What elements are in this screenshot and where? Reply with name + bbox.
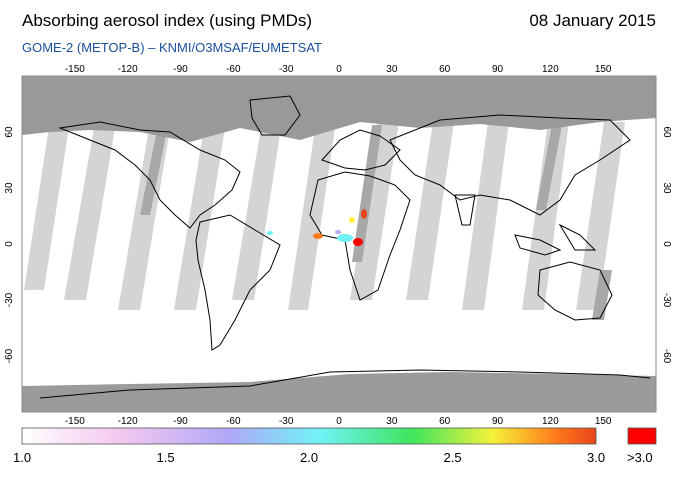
lon-tick-label-top: 30 [386,64,398,75]
lon-tick-label-top: 90 [492,64,504,75]
colorbar-label: 3.0 [587,450,606,465]
lat-ticks-right: 60 30 0 -30 -60 [661,126,672,363]
lon-tick-label-bottom: 120 [542,416,559,427]
lat-tick-label-left: 30 [4,182,15,194]
lat-ticks-left: 60 30 0 -30 -60 [4,126,15,363]
lon-tick-label-top: 120 [542,64,559,75]
coastlines [39,95,651,399]
colorbar-label: 2.5 [443,450,462,465]
lat-tick-label-right: -30 [661,293,672,308]
lon-tick-label-top: 0 [336,64,342,75]
lon-tick-label-top: -120 [118,64,138,75]
map-title: Absorbing aerosol index (using PMDs) [22,11,313,30]
lon-tick-label-bottom: 150 [595,416,612,427]
lat-tick-label-left: -30 [4,292,15,307]
lat-tick-label-right: 60 [661,126,672,138]
colorbar-scale [21,427,597,445]
lon-tick-label-bottom: 90 [492,416,504,427]
lat-tick-label-left: 0 [4,241,15,247]
lon-ticks-top: -150 -120 -90 -60 -30 0 30 60 90 120 150 [65,64,612,75]
lon-tick-label-bottom: -60 [226,416,241,427]
lon-tick-label-bottom: 0 [336,416,342,427]
lon-tick-label-bottom: 30 [386,416,398,427]
lon-tick-label-bottom: -150 [65,416,85,427]
lon-tick-label-top: -60 [226,64,241,75]
lon-tick-label-top: 150 [595,64,612,75]
map-subtitle: GOME-2 (METOP-B) – KNMI/O3MSAF/EUMETSAT [22,40,322,55]
lon-tick-label-top: -30 [279,64,294,75]
colorbar-over-label: >3.0 [627,450,653,465]
lat-tick-label-left: -60 [4,348,15,363]
lat-tick-label-right: -60 [661,349,672,364]
lon-tick-label-bottom: -120 [118,416,138,427]
polar-band-south [22,372,656,412]
lon-ticks-bottom: -150 -120 -90 -60 -30 0 30 60 90 120 150 [65,416,612,427]
lat-tick-label-right: 30 [661,182,672,194]
colorbar-label: 1.5 [156,450,175,465]
swath-gaps [24,120,625,310]
lon-tick-label-top: -150 [65,64,85,75]
lon-tick-label-top: 60 [439,64,451,75]
swath-overlaps [140,125,612,320]
colorbar-label: 2.0 [300,450,319,465]
lon-tick-label-bottom: -90 [173,416,188,427]
polar-night-north [22,76,656,142]
lon-tick-label-top: -90 [173,64,188,75]
colorbar-label: 1.0 [13,450,32,465]
lat-tick-label-right: 0 [661,241,672,247]
colorbar-over-swatch [627,427,657,445]
lon-tick-label-bottom: -30 [279,416,294,427]
map-date: 08 January 2015 [529,11,656,30]
lat-tick-label-left: 60 [4,126,15,138]
aerosol-hotspots [267,209,367,246]
map-frame [21,75,657,413]
lon-tick-label-bottom: 60 [439,416,451,427]
